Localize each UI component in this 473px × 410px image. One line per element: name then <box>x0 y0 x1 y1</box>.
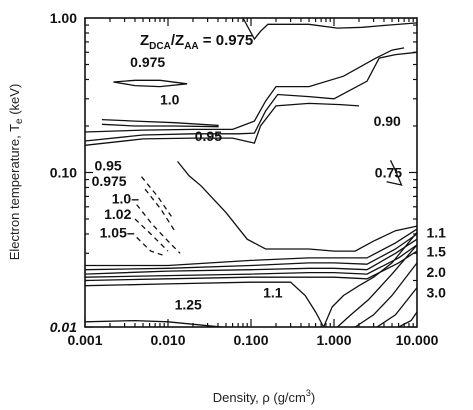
contour-line <box>84 238 418 275</box>
contour-line <box>85 228 418 267</box>
contour-line <box>134 218 169 252</box>
contour-line <box>101 118 219 128</box>
contour-line <box>84 319 223 328</box>
x-tick-label: 10.000 <box>396 332 439 348</box>
contour-line <box>136 236 165 257</box>
contour-label: 1.05– <box>100 224 135 240</box>
contour-line <box>386 160 403 186</box>
y-tick-label: 0.01 <box>50 319 77 335</box>
contour-line <box>84 281 325 328</box>
contour-label: 1.1 <box>263 285 283 301</box>
contour-line <box>336 244 418 328</box>
contour-line <box>84 102 360 146</box>
contour-label: 1.0– <box>112 191 139 207</box>
contour-line <box>136 204 181 254</box>
contour-line <box>113 79 188 88</box>
contour-line <box>323 231 418 328</box>
contour-label: 0.975 <box>92 173 127 189</box>
x-tick-label: 0.010 <box>150 332 185 348</box>
contour-line <box>354 262 418 328</box>
contour-line <box>84 47 405 133</box>
x-tick-label: 0.100 <box>233 332 268 348</box>
contour-label: 1.25 <box>175 296 202 312</box>
contour-line <box>144 188 176 232</box>
contour-label: 0.75 <box>375 164 402 180</box>
contour-label: 0.95 <box>94 158 121 174</box>
chart-title: ZDCA/ZAA = 0.975 <box>140 32 253 52</box>
x-tick-label: 1.000 <box>316 332 351 348</box>
contour-label: 1.02 <box>104 206 131 222</box>
contour-line <box>398 311 418 328</box>
contour-label: 2.0 <box>426 264 446 280</box>
contour-label: 1.5 <box>426 244 446 260</box>
x-tick-label: 0.001 <box>67 332 102 348</box>
x-axis-title: Density, ρ (g/cm3) <box>213 388 315 405</box>
contour-label: 1.1 <box>426 224 446 240</box>
y-axis-title: Electron temperature, Te (keV) <box>7 84 25 261</box>
contour-line <box>376 287 418 328</box>
contour-line <box>84 250 418 282</box>
y-tick-label: 1.00 <box>50 10 77 26</box>
contour-label: 3.0 <box>426 285 446 301</box>
contour-label: 1.0 <box>160 92 180 108</box>
contour-line <box>140 176 172 217</box>
contour-label: 0.95 <box>195 128 222 144</box>
y-tick-label: 0.10 <box>50 165 77 181</box>
contour-label: 0.975 <box>130 54 165 70</box>
contour-line <box>242 17 418 41</box>
contour-label: 0.90 <box>374 113 401 129</box>
contour-line <box>84 233 418 271</box>
contour-line <box>176 160 418 252</box>
contour-line <box>84 51 418 142</box>
